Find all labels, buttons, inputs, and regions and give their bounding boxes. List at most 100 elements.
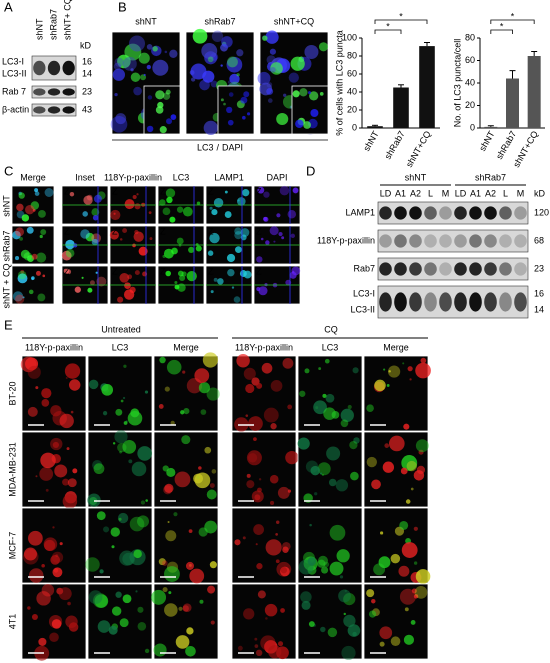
cell: [415, 439, 429, 453]
cell: [240, 228, 250, 237]
cell: [112, 442, 116, 445]
band: [33, 88, 46, 96]
cell: [89, 280, 95, 286]
kd-value: 14: [82, 68, 92, 78]
band-label: LC3-I: [353, 288, 375, 298]
band: [469, 262, 482, 276]
group-label: shRab7: [475, 172, 506, 182]
cell: [65, 377, 68, 380]
cell: [131, 461, 147, 477]
cell: [236, 73, 240, 77]
cell: [269, 226, 279, 236]
cell: [61, 250, 72, 261]
channel-label: Merge: [383, 342, 409, 352]
band-label: LC3-II: [350, 304, 375, 314]
band: [454, 262, 467, 276]
band: [409, 292, 422, 312]
cell: [414, 586, 428, 599]
cell: [411, 588, 417, 594]
cell: [379, 641, 385, 647]
cell: [129, 35, 146, 52]
cell: [109, 230, 119, 240]
cell: [320, 626, 326, 633]
cell: [378, 556, 391, 569]
cell: [382, 461, 395, 473]
cell: [127, 410, 143, 426]
cell: [388, 435, 405, 452]
cell: [28, 289, 34, 295]
cell: [85, 232, 95, 242]
kd-value: 43: [82, 104, 92, 114]
cell: [329, 561, 344, 576]
cell: [206, 489, 217, 500]
cell: [34, 188, 39, 193]
cell: [245, 383, 255, 394]
micrograph: [153, 507, 219, 584]
cell: [226, 56, 243, 73]
cell: [304, 368, 310, 374]
cell: [165, 188, 176, 198]
cell: [254, 637, 258, 641]
cell: [265, 539, 282, 556]
kd-value: 23: [82, 86, 92, 96]
cell: [253, 437, 257, 441]
cell: [313, 400, 327, 415]
cell: [325, 393, 335, 403]
bar: [527, 56, 541, 128]
cell: [122, 228, 128, 234]
cell: [152, 59, 169, 76]
cell: [72, 468, 78, 474]
cell: [413, 526, 418, 531]
cell: [134, 203, 141, 210]
bar: [393, 87, 409, 128]
row-label: shNT: [1, 195, 11, 217]
cell: [265, 617, 268, 620]
cell: [115, 591, 122, 598]
cell: [28, 530, 43, 546]
lane-label: A2: [410, 188, 421, 198]
significance-bracket: [374, 29, 402, 34]
z-label: Z: [160, 186, 166, 196]
band: [469, 206, 482, 220]
y-tick-label: 80: [465, 32, 475, 42]
band-label: LC3-II: [2, 68, 27, 78]
cell: [166, 196, 173, 204]
cell: [113, 62, 122, 71]
cell: [38, 637, 47, 646]
cell: [314, 492, 318, 496]
y-tick-label: 20: [465, 100, 475, 110]
cell: [280, 608, 285, 613]
cell: [278, 231, 283, 237]
cell: [263, 216, 269, 222]
cell: [383, 368, 386, 371]
cell: [83, 195, 93, 205]
cell: [124, 43, 142, 61]
lane-label: L: [503, 188, 508, 198]
x-tick-label: shNT: [477, 129, 497, 153]
band: [379, 292, 392, 312]
micrograph: [11, 265, 55, 305]
cell: [207, 56, 214, 63]
y-tick-label: 80: [347, 50, 357, 60]
cell: [97, 620, 111, 633]
band: [484, 234, 497, 248]
cell: [190, 77, 196, 82]
band: [514, 206, 527, 220]
lane-label: L: [428, 188, 433, 198]
cell: [31, 613, 38, 620]
cell: [257, 71, 271, 85]
panel-label: A: [4, 0, 13, 14]
cell: [210, 620, 215, 625]
cell: [283, 93, 287, 97]
cell: [265, 240, 270, 245]
cell: [217, 278, 224, 285]
cell: [164, 50, 168, 54]
cell: [227, 80, 232, 84]
cell: [415, 569, 431, 584]
band: [499, 206, 512, 220]
band: [424, 262, 437, 276]
cell: [177, 270, 184, 277]
cell: [23, 547, 37, 561]
cell: [270, 379, 283, 392]
cell: [231, 286, 235, 289]
